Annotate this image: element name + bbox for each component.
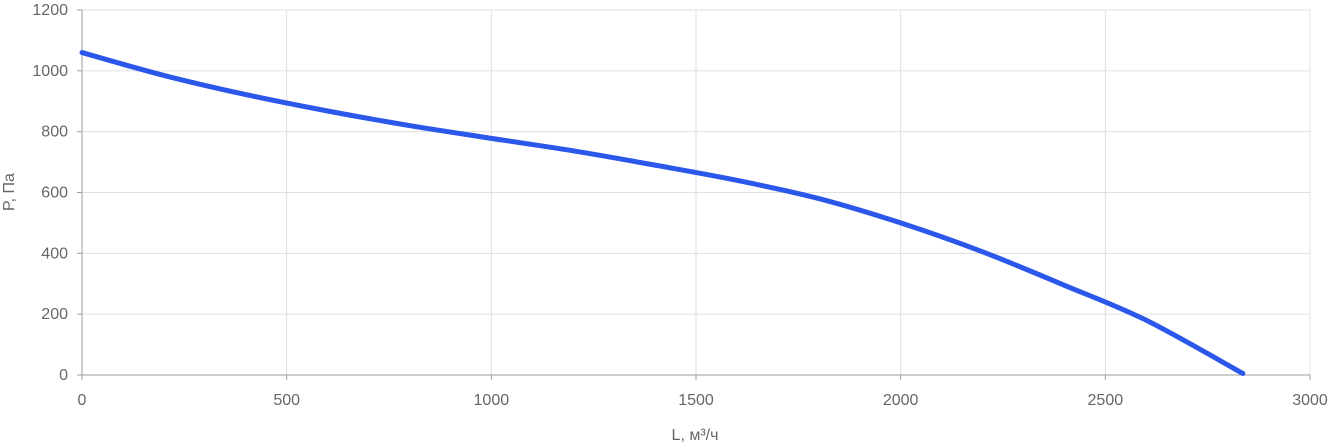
y-axis-ticks: 0 200 400 600 800 1000 1200	[32, 2, 82, 384]
y-tick-label-6: 1200	[32, 2, 68, 19]
x-tick-label-5: 2500	[1088, 392, 1124, 409]
y-tick-label-4: 800	[41, 124, 68, 141]
y-tick-label-0: 0	[59, 367, 68, 384]
y-tick-label-1: 200	[41, 306, 68, 323]
y-tick-label-5: 1000	[32, 63, 68, 80]
x-tick-label-2: 1000	[474, 392, 510, 409]
x-tick-label-6: 3000	[1292, 392, 1328, 409]
y-tick-label-2: 400	[41, 245, 68, 262]
x-axis-title: L, м³/ч	[672, 427, 719, 444]
grid-lines	[81, 9, 1311, 376]
x-axis-ticks: 0 500 1000 1500 2000 2500 3000	[78, 375, 1328, 409]
x-tick-label-3: 1500	[678, 392, 714, 409]
y-tick-label-3: 600	[41, 185, 68, 202]
x-tick-label-4: 2000	[883, 392, 919, 409]
series-group	[79, 50, 1246, 376]
x-tick-label-0: 0	[78, 392, 87, 409]
y-axis-title: P, Па	[1, 173, 18, 211]
x-tick-label-1: 500	[273, 392, 300, 409]
series-line-0	[79, 50, 1246, 376]
